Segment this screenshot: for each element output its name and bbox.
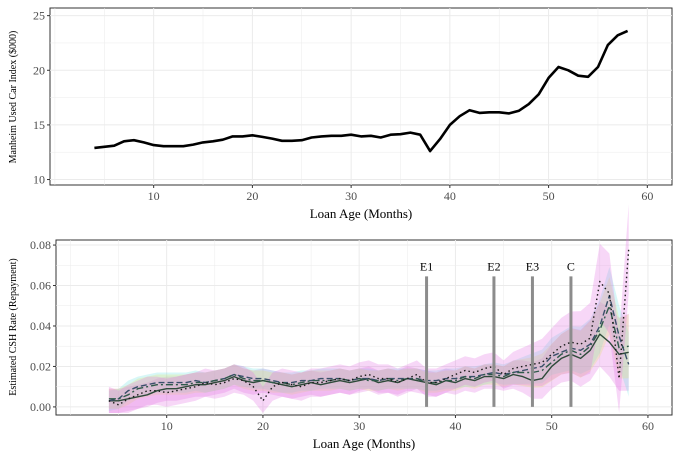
y-tick-label: 0.00 [30,400,51,414]
y-tick-label: 15 [33,118,45,132]
panel-2-y-ticks: 0.00 0.02 0.04 0.06 0.08 [30,238,56,414]
y-tick-label: 0.02 [30,359,51,373]
x-tick-label: 40 [444,189,456,203]
panel-1-x-axis-title: Loan Age (Months) [310,206,413,221]
x-tick-label: 60 [641,189,653,203]
panel-2-event-lines: E1 E2 E3 C [420,259,575,407]
panel-csh-rate: E1 E2 E3 C 10 20 30 40 50 60 0.000.020.040.060.0… [8,204,673,451]
x-tick-label: 30 [353,419,365,433]
confidence-band [108,301,629,413]
event-label: E1 [420,259,433,273]
panel-1-series [94,29,629,153]
y-tick-label: 10 [33,173,45,187]
confidence-band [108,204,629,413]
x-tick-label: 20 [246,189,258,203]
panel-1-grid [50,8,672,185]
panel-2-series [108,249,630,406]
panel-2-x-axis-title: Loan Age (Months) [313,436,416,451]
panel-2-border [55,239,673,416]
event-label: E3 [526,259,539,273]
x-tick-label: 40 [449,419,461,433]
panel-1-y-axis-title: Manheim Used Car Index ($000) [8,31,19,164]
manheim-index-line [94,29,629,153]
csh-rate-line-solid [108,333,629,402]
y-tick-label: 25 [33,9,45,23]
y-tick-label: 0.06 [30,279,51,293]
panel-1-y-ticks: 10 15 20 25 [33,9,50,187]
event-label: C [567,259,575,273]
x-tick-label: 10 [148,189,160,203]
x-tick-label: 10 [161,419,173,433]
x-tick-label: 50 [543,189,555,203]
x-tick-label: 30 [345,189,357,203]
panel-2-grid [56,240,672,415]
y-tick-label: 0.04 [30,319,51,333]
x-tick-label: 20 [257,419,269,433]
event-label: E2 [487,259,500,273]
csh-rate-line-dashed [108,294,630,402]
panel-1-border [49,7,673,186]
panel-1-x-ticks: 10 20 30 40 50 60 [148,185,653,203]
panel-2-y-axis-title: Estimated CSH Rate (Repayment) [8,258,19,395]
x-tick-label: 60 [642,419,654,433]
csh-rate-line-dotdash [108,305,629,400]
y-tick-label: 20 [33,63,45,77]
y-tick-label: 0.08 [30,238,51,252]
panel-2-x-ticks: 10 20 30 40 50 60 [161,415,654,433]
x-tick-label: 50 [546,419,558,433]
